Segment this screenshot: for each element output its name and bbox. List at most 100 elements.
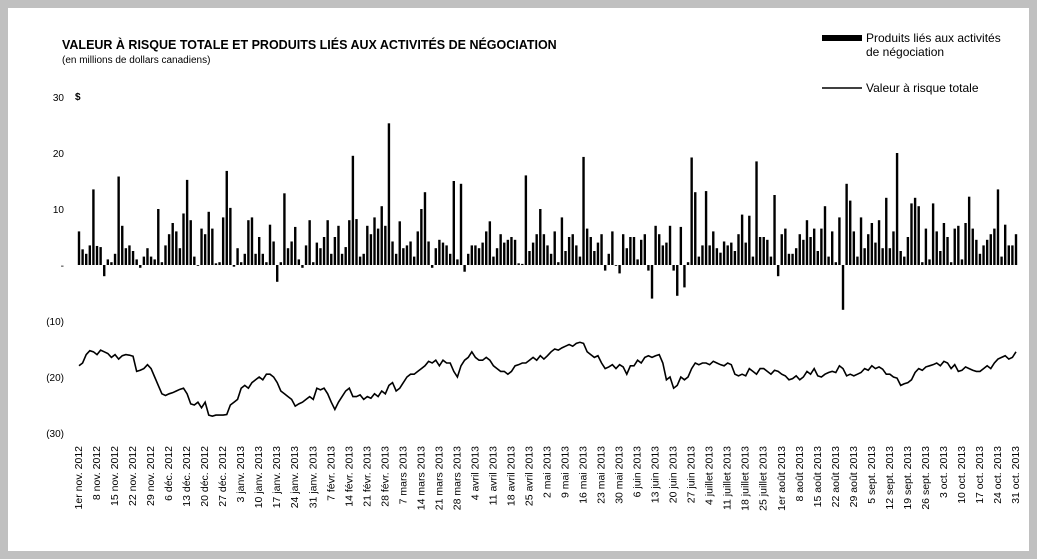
- bar: [167, 234, 171, 265]
- bar: [488, 221, 492, 265]
- bar: [128, 245, 131, 265]
- bar: [787, 253, 791, 265]
- bar: [474, 245, 477, 265]
- bar: [640, 239, 643, 265]
- bar: [885, 197, 888, 265]
- bar: [405, 245, 409, 265]
- bar: [315, 242, 319, 265]
- x-tick-label: 30 mai 2013: [614, 446, 626, 504]
- x-tick-label: 2 mai 2013: [542, 446, 554, 498]
- x-tick-label: 11 avril 2013: [487, 446, 499, 506]
- x-tick-label: 25 juillet 2013: [758, 446, 770, 511]
- bar: [229, 207, 232, 265]
- bar: [643, 234, 647, 265]
- x-tick-label: 27 juin 2013: [686, 446, 698, 503]
- x-tick-label: 16 mai 2013: [578, 446, 590, 504]
- bar: [589, 237, 592, 265]
- bar: [780, 234, 783, 265]
- bar: [834, 262, 838, 265]
- bar: [103, 265, 106, 277]
- bar: [733, 251, 737, 265]
- bar: [376, 228, 380, 265]
- bar: [596, 242, 600, 265]
- bar: [582, 156, 585, 265]
- bar: [214, 263, 218, 265]
- bar: [171, 223, 174, 265]
- bar: [852, 231, 856, 265]
- bar: [358, 256, 362, 265]
- bar: [841, 265, 845, 310]
- x-tick-label: 6 juin 2013: [632, 446, 644, 498]
- x-tick-label: 22 nov. 2012: [127, 446, 139, 506]
- x-tick-label: 20 déc. 2012: [199, 446, 211, 507]
- bar: [521, 263, 524, 265]
- bar: [614, 265, 618, 266]
- x-tick-label: 26 sept. 2013: [920, 446, 932, 510]
- bar: [571, 234, 574, 265]
- x-tick-label: 4 juillet 2013: [704, 446, 716, 505]
- x-tick-label: 8 nov. 2012: [91, 446, 103, 500]
- bar: [139, 265, 142, 268]
- bar: [117, 176, 120, 265]
- bar: [503, 242, 506, 265]
- x-tick-label: 14 mars 2013: [415, 446, 427, 510]
- bar: [157, 209, 160, 265]
- bar: [254, 253, 257, 265]
- bar: [1014, 234, 1018, 265]
- bar: [838, 217, 841, 265]
- bar: [694, 192, 697, 265]
- bar: [888, 248, 892, 265]
- bar: [528, 251, 531, 265]
- bar: [135, 259, 138, 265]
- bar: [124, 248, 128, 265]
- bar: [845, 183, 848, 265]
- bar: [319, 248, 322, 265]
- bar: [333, 237, 337, 265]
- y-tick-label: (10): [46, 317, 64, 328]
- bar: [611, 231, 614, 265]
- bar: [701, 245, 704, 265]
- bar: [1003, 224, 1007, 265]
- x-tick-label: 6 déc. 2012: [163, 446, 175, 501]
- x-tick-label: 31 oct. 2013: [1010, 446, 1022, 504]
- bar: [823, 206, 827, 265]
- line: [78, 341, 1017, 418]
- x-tick-label: 31 janv. 2013: [307, 446, 319, 508]
- y-unit: $: [75, 92, 81, 103]
- bar: [380, 206, 383, 265]
- bar: [755, 161, 758, 265]
- bar: [996, 189, 1000, 265]
- bar: [867, 234, 870, 265]
- x-tick-label: 29 août 2013: [848, 446, 860, 507]
- bar: [535, 234, 538, 265]
- y-tick-label: -: [61, 261, 64, 272]
- bar: [679, 226, 683, 265]
- bar: [355, 219, 358, 265]
- x-tick-label: 13 juin 2013: [650, 446, 662, 503]
- bar: [982, 245, 985, 265]
- bar: [193, 256, 196, 265]
- bar: [773, 195, 776, 265]
- bar: [200, 228, 203, 265]
- bar: [546, 245, 549, 265]
- bar: [650, 265, 654, 299]
- bar: [409, 241, 412, 265]
- bar: [459, 183, 463, 265]
- bar: [672, 265, 675, 271]
- bar: [394, 253, 398, 265]
- bar: [964, 223, 967, 265]
- bar: [766, 239, 769, 265]
- bar: [578, 256, 582, 265]
- x-tick-label: 10 oct. 2013: [956, 446, 968, 504]
- bar: [236, 248, 239, 265]
- bar: [185, 179, 189, 265]
- bar: [816, 251, 819, 265]
- bar: [531, 242, 535, 265]
- x-tick-label: 29 nov. 2012: [145, 446, 157, 506]
- bar: [704, 191, 708, 265]
- bar: [85, 253, 88, 265]
- x-tick-label: 15 nov. 2012: [109, 446, 121, 506]
- x-tick-label: 22 août 2013: [830, 446, 842, 507]
- bar: [928, 259, 931, 265]
- bar: [276, 265, 279, 282]
